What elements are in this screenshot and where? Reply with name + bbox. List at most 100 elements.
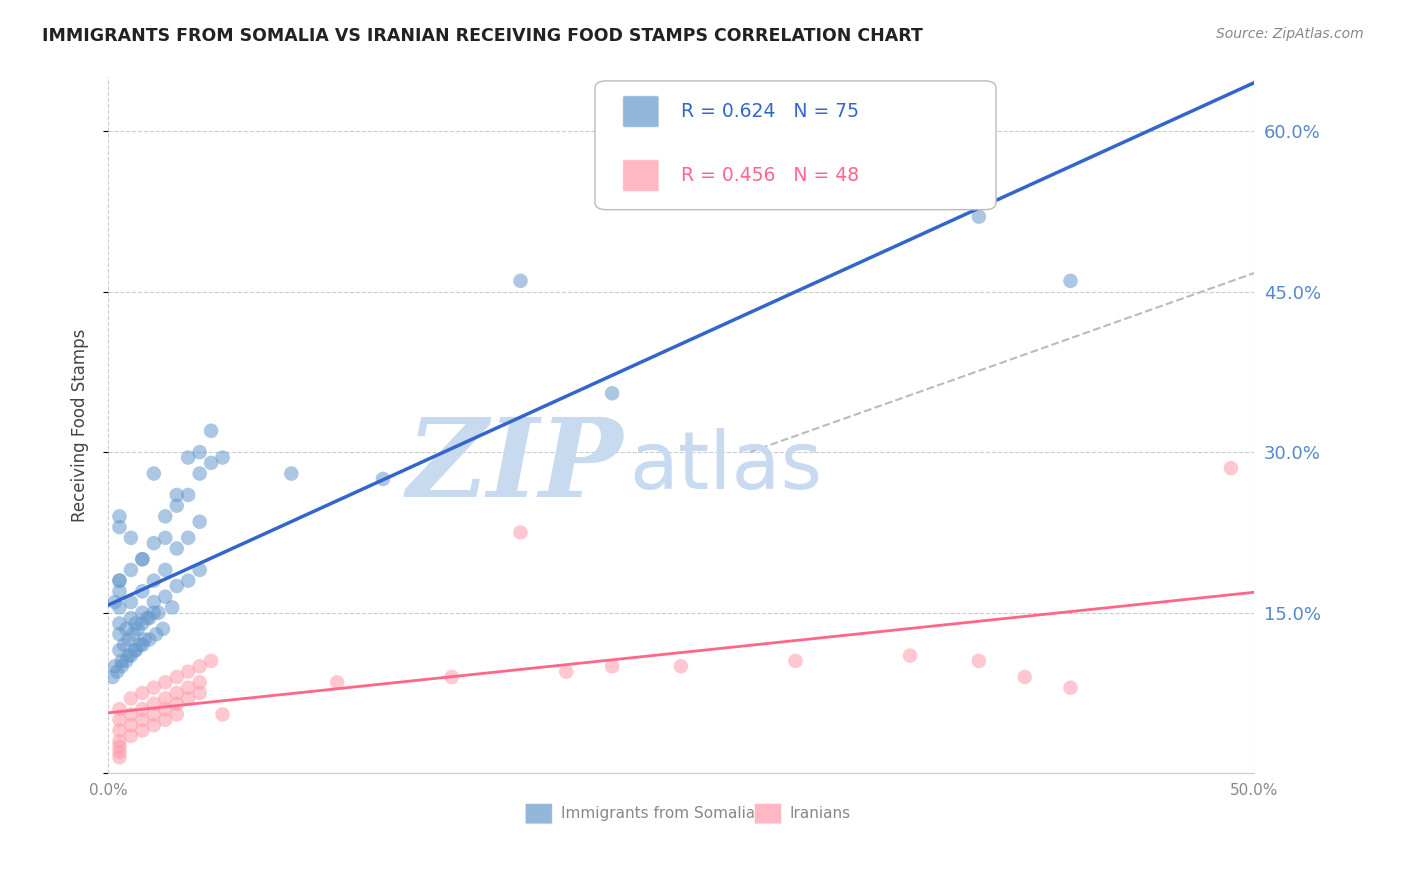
Point <box>142 707 165 722</box>
Point <box>785 654 807 668</box>
Point <box>148 606 170 620</box>
Point <box>155 675 177 690</box>
Point <box>166 707 188 722</box>
Point <box>211 707 233 722</box>
Text: Iranians: Iranians <box>790 806 851 822</box>
Point <box>155 563 177 577</box>
Point <box>129 638 152 652</box>
Point <box>108 584 131 599</box>
Point <box>108 734 131 748</box>
Text: IMMIGRANTS FROM SOMALIA VS IRANIAN RECEIVING FOOD STAMPS CORRELATION CHART: IMMIGRANTS FROM SOMALIA VS IRANIAN RECEI… <box>42 27 924 45</box>
Point <box>177 681 200 695</box>
Point <box>108 616 131 631</box>
Point <box>120 595 142 609</box>
Point <box>155 509 177 524</box>
Point <box>117 632 139 647</box>
Point <box>108 745 131 759</box>
Point <box>142 595 165 609</box>
Point <box>131 686 153 700</box>
Point <box>120 707 142 722</box>
Point <box>898 648 921 663</box>
Point <box>108 702 131 716</box>
Point <box>131 713 153 727</box>
Point <box>142 718 165 732</box>
Point <box>108 574 131 588</box>
Point <box>131 552 153 566</box>
Point <box>108 713 131 727</box>
Point <box>104 659 127 673</box>
Point <box>108 627 131 641</box>
Point <box>131 606 153 620</box>
Text: R = 0.624   N = 75: R = 0.624 N = 75 <box>681 102 859 121</box>
Point <box>166 488 188 502</box>
Point <box>108 723 131 738</box>
Point <box>127 622 149 636</box>
Point <box>124 616 146 631</box>
Point <box>142 606 165 620</box>
Text: R = 0.456   N = 48: R = 0.456 N = 48 <box>681 166 859 185</box>
Point <box>371 472 394 486</box>
Point <box>120 729 142 743</box>
Point <box>177 488 200 502</box>
Point <box>131 552 153 566</box>
Point <box>120 718 142 732</box>
Point <box>188 445 211 459</box>
Point <box>131 584 153 599</box>
Point <box>669 659 692 673</box>
Point <box>177 665 200 679</box>
Point <box>120 563 142 577</box>
FancyBboxPatch shape <box>524 804 553 824</box>
Point <box>112 638 135 652</box>
Point <box>280 467 302 481</box>
Point <box>105 665 128 679</box>
Point <box>440 670 463 684</box>
Point <box>166 499 188 513</box>
Point <box>166 541 188 556</box>
Point <box>1059 274 1081 288</box>
Point <box>131 638 153 652</box>
Point <box>177 450 200 465</box>
Y-axis label: Receiving Food Stamps: Receiving Food Stamps <box>72 329 89 522</box>
Point <box>166 670 188 684</box>
Text: ZIP: ZIP <box>406 413 624 521</box>
Point <box>155 691 177 706</box>
Point <box>124 643 146 657</box>
Point <box>134 632 156 647</box>
Point <box>120 611 142 625</box>
FancyBboxPatch shape <box>754 804 782 824</box>
Point <box>155 702 177 716</box>
Point <box>108 600 131 615</box>
FancyBboxPatch shape <box>623 95 659 128</box>
Point <box>1014 670 1036 684</box>
Point <box>145 627 167 641</box>
Point <box>120 691 142 706</box>
Point <box>509 274 531 288</box>
Point <box>152 622 174 636</box>
Point <box>1219 461 1241 475</box>
Point <box>142 697 165 711</box>
Point <box>188 659 211 673</box>
Point <box>111 654 134 668</box>
Point <box>138 632 160 647</box>
Point <box>101 670 124 684</box>
Point <box>108 643 131 657</box>
Point <box>188 515 211 529</box>
Point <box>177 691 200 706</box>
Point <box>138 611 160 625</box>
Text: atlas: atlas <box>630 428 823 506</box>
Point <box>177 574 200 588</box>
Point <box>142 681 165 695</box>
Point <box>188 686 211 700</box>
Point <box>142 536 165 550</box>
Point <box>155 531 177 545</box>
Point <box>108 739 131 754</box>
Point <box>131 723 153 738</box>
Point <box>200 654 222 668</box>
FancyBboxPatch shape <box>623 160 659 192</box>
Point <box>600 659 623 673</box>
Point <box>120 531 142 545</box>
FancyBboxPatch shape <box>595 81 995 210</box>
Point <box>967 210 990 224</box>
Point <box>160 600 183 615</box>
Point <box>188 563 211 577</box>
